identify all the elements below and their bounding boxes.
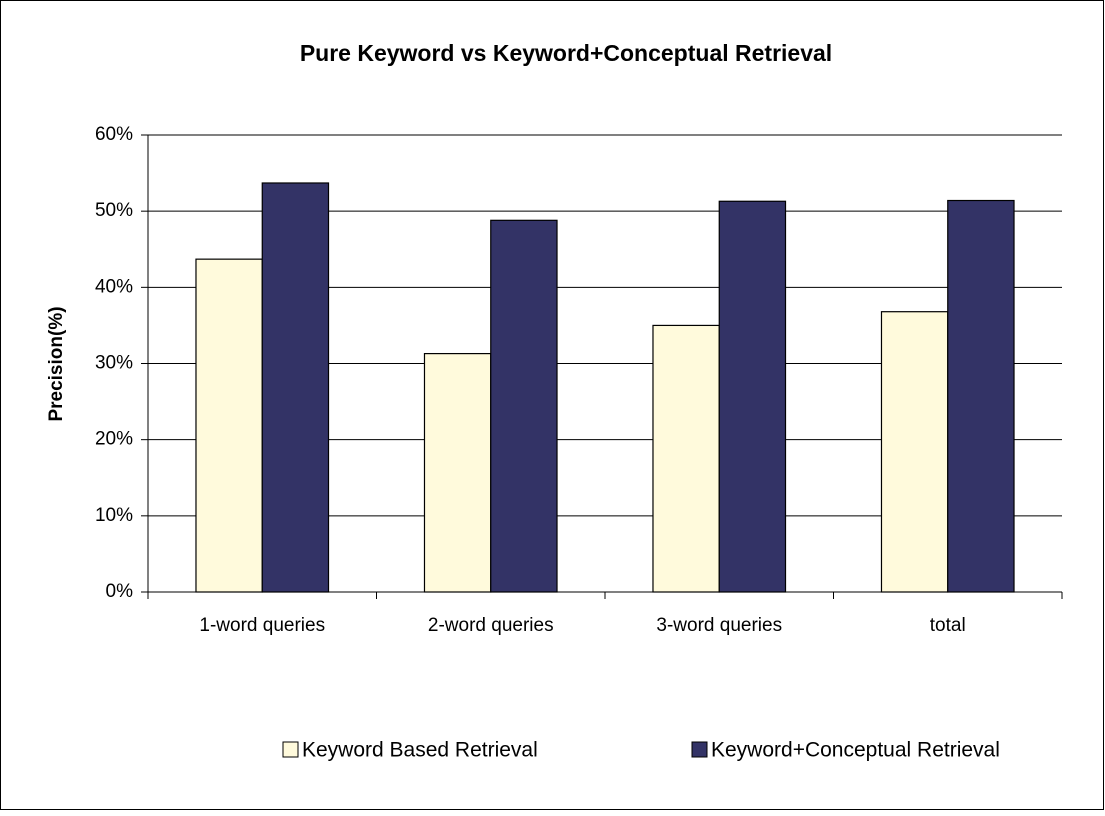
y-tick-label: 50% xyxy=(95,200,133,221)
y-axis-label: Precision(%) xyxy=(46,306,67,421)
bar xyxy=(947,199,1015,593)
bar xyxy=(718,200,787,593)
bar xyxy=(880,311,949,593)
y-tick-label: 40% xyxy=(95,276,133,297)
y-tick-label: 20% xyxy=(95,429,133,450)
bar xyxy=(423,352,492,593)
bar xyxy=(261,182,330,593)
x-tick-label: 2-word queries xyxy=(428,615,554,636)
legend-swatch xyxy=(282,741,299,758)
y-tick-label: 10% xyxy=(95,505,133,526)
bar xyxy=(195,258,263,593)
legend-swatch xyxy=(691,741,708,758)
y-tick-label: 30% xyxy=(95,353,133,374)
bar xyxy=(652,324,720,593)
y-tick-label: 60% xyxy=(95,124,133,145)
x-tick-label: 1-word queries xyxy=(199,615,325,636)
x-tick-label: 3-word queries xyxy=(656,615,782,636)
legend-label: Keyword+Conceptual Retrieval xyxy=(711,739,1000,762)
bar xyxy=(490,219,558,593)
y-tick-label: 0% xyxy=(106,581,134,602)
chart-title: Pure Keyword vs Keyword+Conceptual Retri… xyxy=(300,40,832,66)
x-tick-label: total xyxy=(930,615,966,636)
legend-label: Keyword Based Retrieval xyxy=(302,739,538,762)
